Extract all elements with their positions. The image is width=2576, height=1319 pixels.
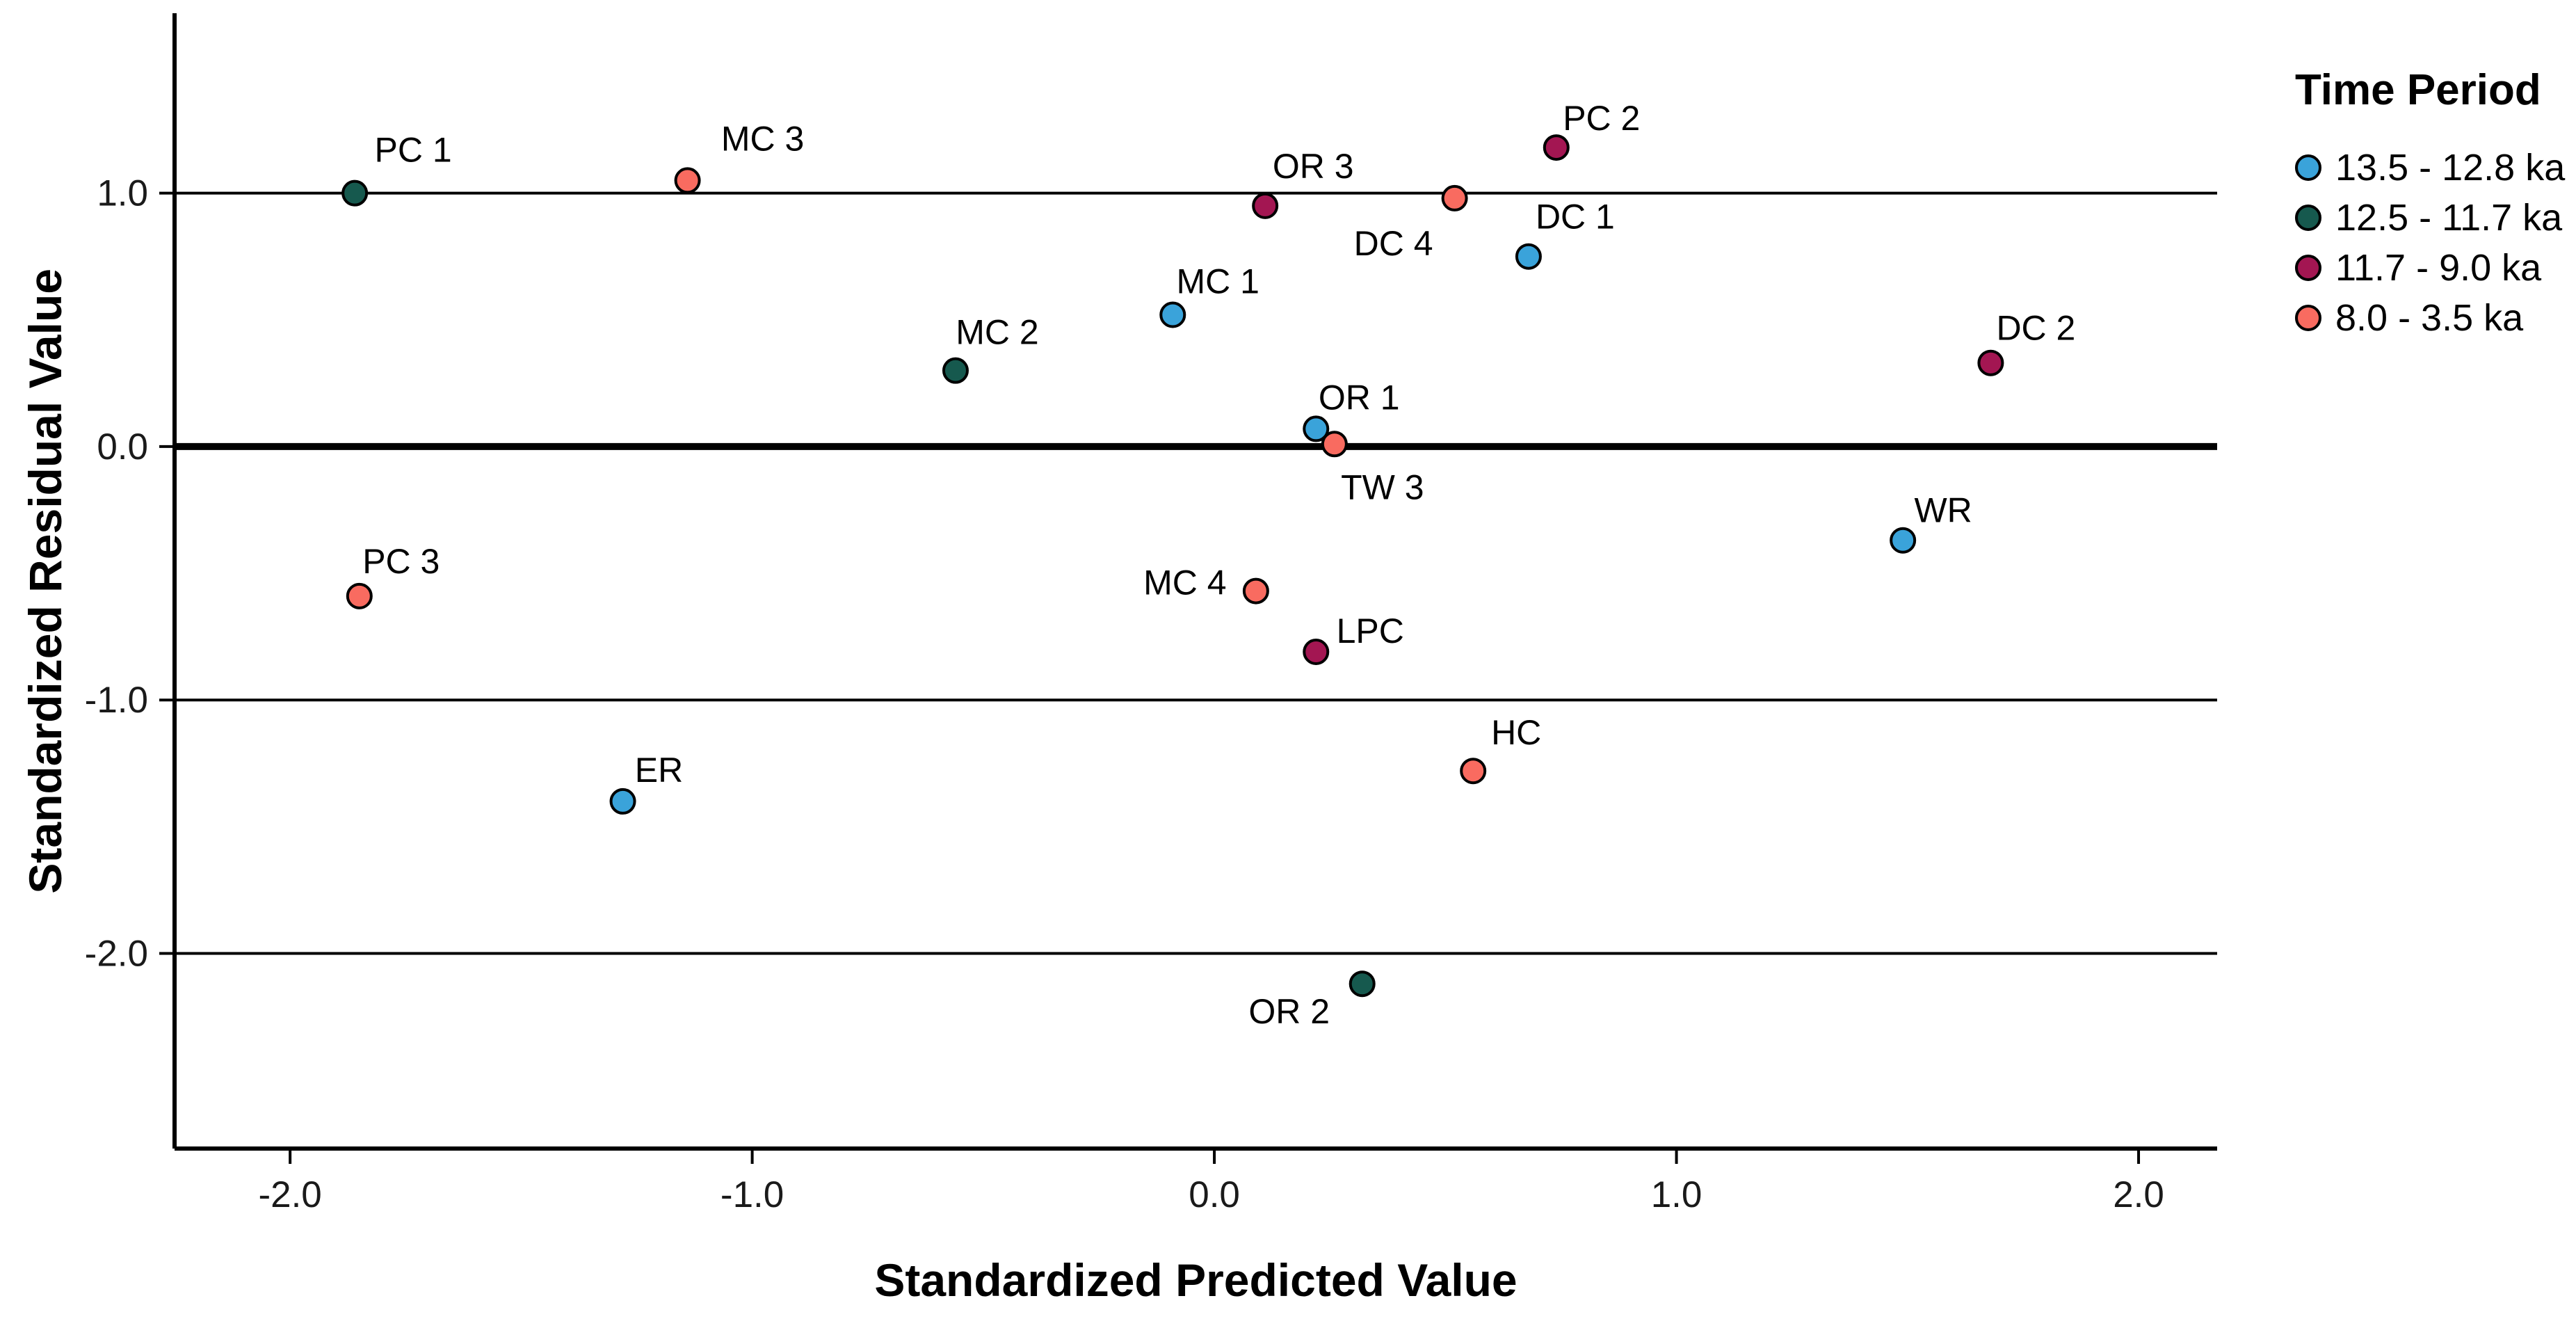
- data-point-or-1: [1303, 415, 1330, 442]
- point-label-or-1: OR 1: [1319, 378, 1400, 417]
- x-tick-label: -2.0: [258, 1174, 321, 1215]
- y-axis-title: Standardized Residual Value: [19, 268, 71, 894]
- point-label-tw-3: TW 3: [1341, 467, 1424, 506]
- data-point-pc-2: [1543, 134, 1570, 161]
- y-tick-label: -1.0: [85, 680, 148, 721]
- legend-items: 13.5 - 12.8 ka 12.5 - 11.7 ka 11.7 - 9.0 k…: [2295, 143, 2576, 343]
- legend-marker-icon: [2295, 305, 2321, 331]
- x-tick-label: 0.0: [1189, 1174, 1240, 1215]
- legend-marker-icon: [2295, 205, 2321, 231]
- legend-item-label: 11.7 - 9.0 ka: [2335, 247, 2542, 289]
- data-point-lpc: [1303, 639, 1330, 665]
- y-tick-label: -2.0: [85, 934, 148, 975]
- point-label-lpc: LPC: [1337, 611, 1404, 650]
- x-tick-label: 1.0: [1651, 1174, 1702, 1215]
- legend: Time Period 13.5 - 12.8 ka 12.5 - 11.7 ka…: [2295, 66, 2576, 343]
- point-label-mc-3: MC 3: [721, 119, 804, 158]
- legend-item-1: 12.5 - 11.7 ka: [2295, 193, 2576, 243]
- point-label-dc-2: DC 2: [1996, 309, 2075, 348]
- data-point-mc-2: [942, 357, 969, 384]
- data-point-or-2: [1349, 970, 1376, 998]
- point-label-or-2: OR 2: [1248, 992, 1330, 1031]
- y-axis-title-wrap: Standardized Residual Value: [7, 13, 83, 1149]
- point-label-pc-3: PC 3: [362, 542, 440, 581]
- point-label-pc-2: PC 2: [1563, 99, 1640, 138]
- point-label-or-3: OR 3: [1273, 147, 1354, 186]
- data-point-dc-1: [1515, 243, 1542, 270]
- legend-marker-icon: [2295, 255, 2321, 281]
- data-point-dc-2: [1977, 349, 2004, 376]
- data-point-dc-4: [1441, 184, 1468, 211]
- data-point-mc-1: [1159, 301, 1186, 328]
- point-label-mc-2: MC 2: [956, 313, 1038, 352]
- data-point-or-3: [1252, 192, 1279, 219]
- x-axis-title: Standardized Predicted Value: [874, 1254, 1518, 1306]
- point-label-dc-1: DC 1: [1536, 198, 1615, 237]
- data-point-wr: [1890, 527, 1917, 554]
- legend-item-label: 13.5 - 12.8 ka: [2335, 147, 2566, 189]
- data-point-pc-3: [346, 582, 373, 609]
- data-point-hc: [1460, 758, 1487, 785]
- y-tick-label: 1.0: [97, 173, 148, 214]
- y-tick-label: 0.0: [97, 426, 148, 467]
- legend-item-3: 8.0 - 3.5 ka: [2295, 293, 2576, 343]
- data-point-er: [609, 788, 636, 815]
- x-tick-label: -1.0: [721, 1174, 784, 1215]
- legend-item-label: 8.0 - 3.5 ka: [2335, 297, 2524, 339]
- point-label-wr: WR: [1914, 491, 1972, 530]
- point-label-pc-1: PC 1: [375, 131, 452, 170]
- data-point-tw-3: [1321, 431, 1348, 458]
- point-label-mc-4: MC 4: [1143, 563, 1226, 602]
- legend-title: Time Period: [2295, 66, 2541, 114]
- legend-item-2: 11.7 - 9.0 ka: [2295, 243, 2576, 293]
- legend-item-0: 13.5 - 12.8 ka: [2295, 143, 2576, 193]
- legend-marker-icon: [2295, 154, 2321, 181]
- point-label-dc-4: DC 4: [1354, 224, 1433, 263]
- data-point-mc-4: [1242, 577, 1269, 605]
- point-label-mc-1: MC 1: [1177, 262, 1259, 301]
- data-point-mc-3: [674, 167, 701, 194]
- point-label-er: ER: [635, 751, 683, 790]
- x-tick-label: 2.0: [2113, 1174, 2164, 1215]
- legend-item-label: 12.5 - 11.7 ka: [2335, 197, 2563, 239]
- data-point-pc-1: [341, 179, 369, 207]
- point-label-hc: HC: [1491, 713, 1541, 752]
